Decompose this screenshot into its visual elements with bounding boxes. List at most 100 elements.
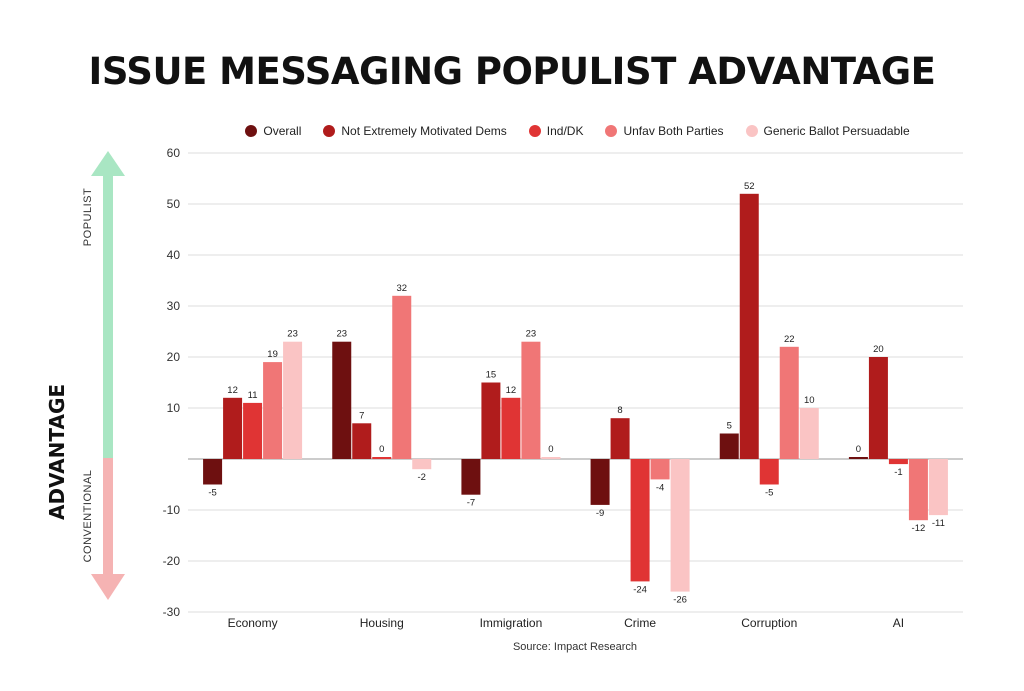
bar (848, 457, 868, 459)
bar (541, 457, 561, 459)
data-label: 19 (267, 349, 278, 360)
data-label: -12 (912, 523, 926, 534)
bar (203, 459, 223, 485)
bar (779, 346, 799, 459)
legend-item: Unfav Both Parties (605, 124, 724, 138)
data-label: -5 (208, 488, 216, 499)
data-label: 32 (396, 283, 407, 294)
data-label: 23 (526, 329, 537, 340)
x-tick-label: Housing (360, 616, 404, 630)
data-label: 7 (359, 410, 364, 421)
data-label: -7 (467, 498, 475, 509)
bar (868, 357, 888, 459)
data-label: 10 (804, 395, 815, 406)
data-label: 12 (506, 385, 517, 396)
y-tick-label: 10 (167, 401, 181, 415)
bar (759, 459, 779, 485)
legend-item: Not Extremely Motivated Dems (323, 124, 507, 138)
data-label: 0 (379, 444, 384, 455)
y-tick-label: -30 (163, 605, 181, 619)
data-label: 23 (336, 329, 347, 340)
data-label: -9 (596, 508, 604, 519)
y-tick-label: -20 (163, 554, 181, 568)
y-tick-label: 30 (167, 299, 181, 313)
data-label: 20 (873, 344, 884, 355)
x-tick-label: Crime (624, 616, 656, 630)
conventional-direction-label: CONVENTIONAL (82, 469, 94, 563)
y-tick-label: 20 (167, 350, 181, 364)
populist-arrow-shaft (103, 170, 113, 458)
data-label: 22 (784, 334, 795, 345)
bar (928, 459, 948, 516)
data-label: 0 (548, 444, 553, 455)
data-label: -26 (673, 595, 687, 606)
legend-item: Generic Ballot Persuadable (745, 124, 910, 138)
populist-direction-label: POPULIST (82, 187, 94, 247)
legend-swatch (528, 125, 541, 137)
bar (243, 402, 263, 459)
data-label: -24 (633, 584, 647, 595)
bar (630, 459, 650, 582)
x-tick-label: AI (893, 616, 904, 630)
bar (670, 459, 690, 592)
legend-label: Overall (263, 124, 302, 138)
bar (739, 193, 759, 460)
bar (501, 397, 521, 459)
legend-swatch (745, 125, 758, 137)
data-label: 8 (617, 405, 622, 416)
y-tick-label: 50 (167, 197, 181, 211)
source-note: Source: Impact Research (512, 641, 638, 653)
legend-swatch (605, 125, 618, 137)
data-label: -5 (765, 488, 773, 499)
data-label: -2 (418, 472, 426, 483)
bar (908, 459, 928, 521)
bar (481, 382, 501, 459)
data-label: 52 (744, 181, 755, 192)
bar (372, 457, 392, 459)
conventional-arrow-shaft (103, 458, 113, 580)
data-label: -1 (894, 467, 902, 478)
y-tick-label: 40 (167, 248, 181, 262)
x-tick-label: Economy (228, 616, 278, 630)
data-label: 5 (727, 421, 732, 432)
legend-label: Not Extremely Motivated Dems (341, 124, 507, 138)
bar (650, 459, 670, 480)
bar (263, 362, 283, 459)
bar (461, 459, 481, 495)
bar (392, 295, 412, 459)
legend-item: Overall (245, 124, 301, 138)
bar (888, 459, 908, 465)
bar (610, 418, 630, 459)
legend-item: Ind/DK (528, 124, 583, 138)
data-label: 0 (856, 444, 861, 455)
legend-label: Unfav Both Parties (623, 124, 724, 138)
bar (332, 341, 352, 459)
x-tick-label: Immigration (480, 616, 543, 630)
conventional-arrow-head (91, 574, 125, 600)
bar (223, 397, 243, 459)
data-label: 23 (287, 329, 298, 340)
x-tick-label: Corruption (741, 616, 797, 630)
y-tick-label: 60 (167, 146, 181, 160)
bar (590, 459, 610, 505)
y-tick-label: -10 (163, 503, 181, 517)
legend-swatch (245, 125, 258, 137)
populist-arrow-head (91, 151, 125, 176)
data-label: -4 (656, 482, 664, 493)
y-axis-label: ADVANTAGE (45, 383, 69, 521)
legend: Overall Not Extremely Motivated Dems Ind/D… (190, 124, 965, 138)
legend-label: Generic Ballot Persuadable (763, 124, 910, 138)
chart-title: ISSUE MESSAGING POPULIST ADVANTAGE (88, 50, 936, 93)
bar (521, 341, 541, 459)
bar (352, 423, 372, 459)
data-label: 12 (227, 385, 238, 396)
data-label: 11 (248, 390, 258, 401)
bar (799, 408, 819, 459)
legend-swatch (323, 125, 336, 137)
bar (719, 433, 739, 459)
data-label: 15 (486, 370, 497, 381)
data-label: -11 (932, 518, 945, 529)
bar (412, 459, 432, 470)
bar (283, 341, 303, 459)
